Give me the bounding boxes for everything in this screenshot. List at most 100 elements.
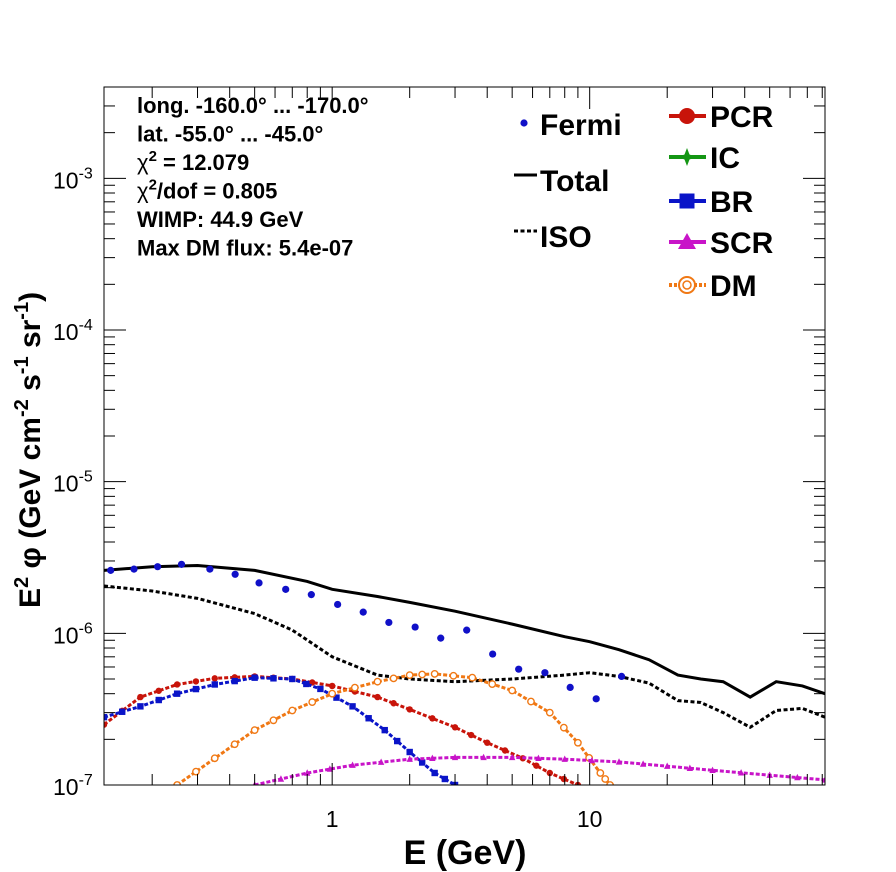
legend-label: BR [710,186,754,219]
series-pcr-marker [406,706,413,713]
legend-item-iso: ISO [514,221,592,254]
legend-marker-inner [682,280,692,290]
legend-label: Fermi [540,109,622,142]
series-br-marker [270,675,277,682]
series-scr-marker [406,755,413,762]
info-line: Max DM flux: 5.4e-07 [137,236,353,261]
legend-label: PCR [710,101,774,134]
series-scr-marker [480,753,487,761]
y-tick-label: 10-5 [53,469,93,497]
series-pcr-marker [173,681,181,688]
series-total [104,563,825,699]
legend-item-fermi: Fermi [520,109,622,142]
series-br-marker [349,703,356,710]
fermi-point [592,695,600,703]
fermi-point [334,600,342,609]
series-br-marker [118,708,126,715]
series-br-marker [231,677,238,685]
series-scr-marker [615,758,623,765]
legend-marker-fermi [520,119,528,127]
y-tick-label: 10-6 [53,620,93,648]
series-pcr-marker [155,687,162,694]
series-scr-marker [686,764,694,771]
info-line: WIMP: 44.9 GeV [137,207,304,232]
series-scr-marker [821,776,825,783]
series-scr-marker [737,769,745,776]
series-dm [173,670,614,785]
fermi-point [107,566,115,574]
y-tick-label: 10-7 [53,772,93,800]
series-scr [252,753,825,785]
series-br-marker [394,737,401,745]
series-fermi [107,560,626,703]
fermi-point [541,669,549,677]
series-pcr-marker [211,675,218,682]
series-pcr-marker [501,747,509,754]
fermi-point [206,565,214,573]
legend-label: Total [540,165,609,198]
legend-label: IC [710,142,740,175]
fermi-point [130,565,138,573]
fermi-point [177,560,186,568]
legend-label: SCR [710,227,774,260]
series-scr-marker [794,773,801,781]
legend-marker [678,148,696,166]
series-br-marker [155,696,162,704]
series-dm-marker [545,708,554,717]
series-scr-marker [508,753,516,761]
fermi-point [411,623,419,631]
info-line: lat. -55.0° ... -45.0° [137,122,323,147]
series-br-marker [441,775,449,783]
series-dm-marker [308,698,317,706]
info-line: χ2/dof = 0.805 [137,177,277,204]
series-br-marker [365,715,372,722]
series-br-marker [431,769,438,777]
fermi-point [566,683,574,692]
series-pcr-marker [429,715,436,722]
series-dm-marker [559,723,568,732]
series-dm-marker [468,673,477,682]
legend-item-scr: SCR [669,227,774,260]
series-dm-marker [192,767,200,776]
series-scr-marker [429,754,436,761]
series-br-marker [381,726,388,734]
series-dm-marker [488,680,497,688]
series-pcr-marker [390,700,397,707]
legend-item-ic: IC [669,142,740,175]
fermi-point [231,570,239,578]
series-br-marker [251,674,258,681]
series-scr-marker [664,762,671,769]
legend-item-pcr: PCR [669,101,774,134]
annotation-layer: 1 10 10-7 10-6 10-5 10-4 10-3 E (GeV) E2 φ (GeV … [11,93,774,872]
series-dm-marker [405,671,414,680]
series-pcr-marker [137,693,144,701]
series-scr-marker [561,755,568,762]
series-dm-marker [449,671,458,680]
series-pcr-marker [192,678,200,685]
fermi-point [255,579,263,587]
series-br-marker [137,703,144,710]
series-dm-marker [350,683,359,692]
series-dm-marker [288,706,297,715]
series-br-marker [104,713,108,721]
fermi-point [617,672,626,681]
series-total-line [104,563,825,699]
series-dm-marker [508,686,517,695]
series-br-marker [317,685,324,693]
fermi-point [154,563,162,571]
x-axis-label: E (GeV) [404,834,527,872]
series-scr-marker [377,758,385,765]
series-iso [104,584,825,730]
series-scr-marker [535,754,542,761]
series-br-marker [303,680,310,688]
y-axis-label: E2 φ (GeV cm-2 s-1 sr-1) [11,292,47,608]
fermi-point [359,608,367,616]
legend-marker [679,108,695,124]
series-br [104,674,459,785]
series-br-marker [418,759,426,766]
fermi-point [515,665,523,673]
y-tick-label: 10-3 [53,165,93,193]
series-br-marker [192,685,200,693]
fermi-point [385,618,393,627]
legend-item-br: BR [669,186,754,219]
